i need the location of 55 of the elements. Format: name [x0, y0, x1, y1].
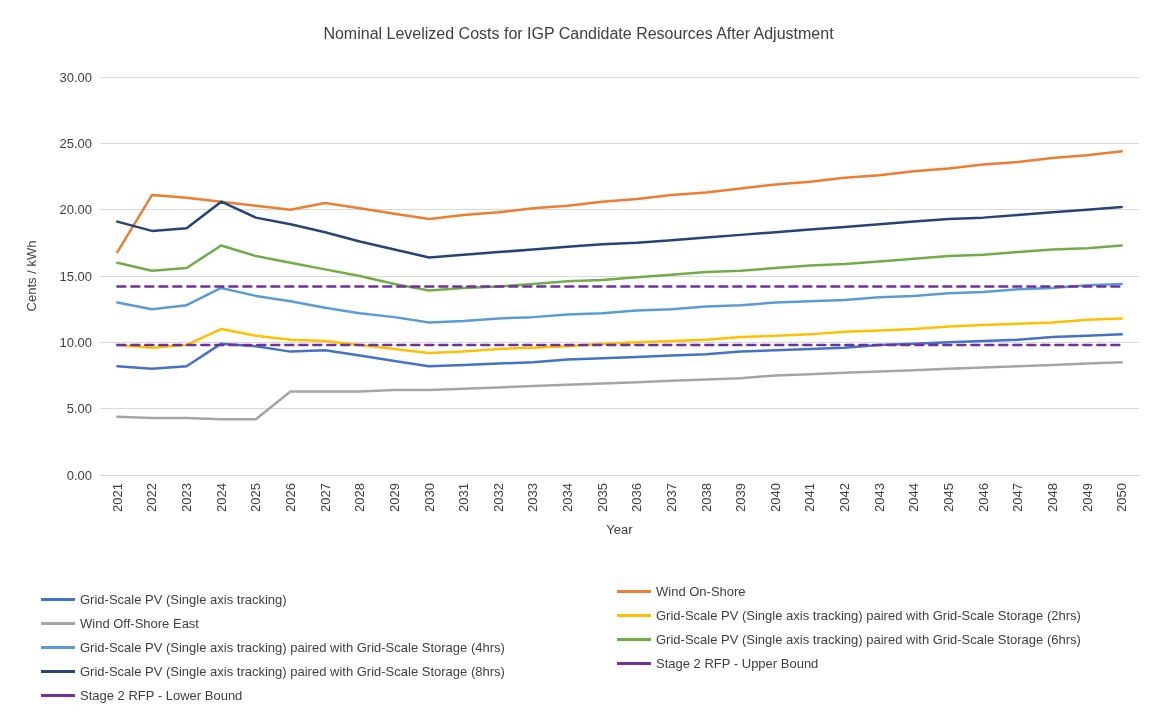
x-tick-label: 2037	[663, 483, 679, 512]
x-tick-label: 2027	[317, 483, 333, 512]
y-tick-label: 10.00	[59, 334, 92, 350]
legend-label: Grid-Scale PV (Single axis tracking) paired with Grid-Scale Storage (4hrs)	[80, 640, 505, 655]
x-tick-label: 2022	[144, 483, 160, 512]
line-series	[116, 244, 1123, 292]
x-tick-label: 2047	[1010, 483, 1026, 512]
legend-label: Stage 2 RFP - Lower Bound	[80, 688, 243, 703]
x-axis-title: Year	[606, 522, 634, 537]
legend-label: Grid-Scale PV (Single axis tracking)	[80, 592, 287, 607]
x-tick-label: 2038	[698, 483, 714, 512]
x-tick-label: 2032	[490, 483, 506, 512]
x-tick-label: 2029	[386, 483, 402, 512]
x-tick-label: 2023	[179, 483, 195, 512]
x-tick-label: 2025	[248, 483, 264, 512]
x-tick-label: 2046	[975, 483, 991, 512]
chart-title: Nominal Levelized Costs for IGP Candidate Resources After Adjustment	[323, 24, 835, 42]
x-tick-label: 2033	[525, 483, 541, 512]
line-series	[116, 333, 1123, 371]
x-tick-label: 2044	[906, 483, 922, 512]
x-tick-label: 2026	[282, 483, 298, 512]
y-tick-label: 5.00	[66, 401, 92, 417]
legend-label: Wind Off-Shore East	[80, 616, 200, 631]
y-tick-label: 15.00	[59, 268, 92, 284]
line-series	[116, 360, 1123, 421]
x-tick-label: 2040	[767, 483, 783, 512]
legend-label: Wind On-Shore	[656, 584, 746, 599]
x-tick-label: 2034	[560, 483, 576, 512]
x-tick-label: 2049	[1079, 483, 1095, 512]
x-tick-label: 2041	[802, 483, 818, 512]
x-tick-label: 2030	[421, 483, 437, 512]
x-tick-label: 2024	[213, 483, 229, 512]
legend-label: Grid-Scale PV (Single axis tracking) paired with Grid-Scale Storage (8hrs)	[80, 664, 505, 679]
x-tick-label: 2050	[1114, 483, 1130, 512]
legend-label: Stage 2 RFP - Upper Bound	[656, 656, 819, 671]
x-tick-label: 2039	[733, 483, 749, 512]
x-tick-label: 2031	[456, 483, 472, 512]
line-series	[116, 200, 1123, 259]
line-series	[116, 150, 1123, 254]
x-tick-label: 2028	[352, 483, 368, 512]
x-tick-label: 2035	[594, 483, 610, 512]
y-tick-label: 20.00	[59, 202, 92, 218]
x-tick-label: 2021	[109, 483, 125, 512]
legend-label: Grid-Scale PV (Single axis tracking) paired with Grid-Scale Storage (6hrs)	[656, 632, 1081, 647]
line-series	[116, 282, 1123, 324]
x-tick-label: 2043	[871, 483, 887, 512]
x-tick-label: 2042	[837, 483, 853, 512]
y-tick-label: 25.00	[59, 135, 92, 151]
y-tick-label: 30.00	[59, 69, 92, 85]
x-tick-label: 2048	[1044, 483, 1060, 512]
x-tick-label: 2036	[629, 483, 645, 512]
x-tick-label: 2045	[941, 483, 957, 512]
y-axis-title: Cents / kWh	[24, 240, 39, 312]
y-tick-label: 0.00	[66, 467, 92, 483]
legend-label: Grid-Scale PV (Single axis tracking) paired with Grid-Scale Storage (2hrs)	[656, 608, 1081, 623]
